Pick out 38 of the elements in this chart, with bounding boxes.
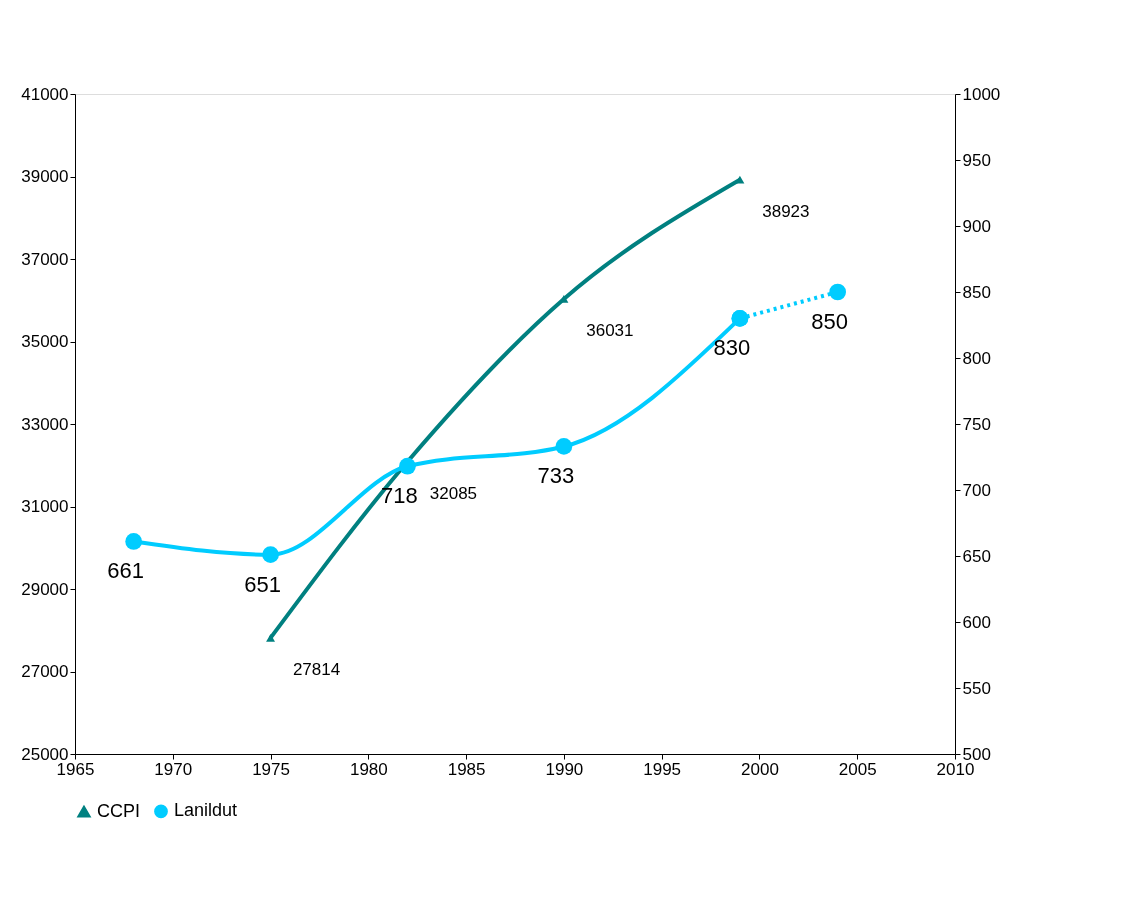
data-label: 27814 (292, 659, 341, 679)
data-label: 850 (811, 309, 849, 334)
y-tick-label: 35000 (21, 332, 69, 351)
data-label: 651 (244, 571, 281, 597)
y-tick-label: 31000 (21, 497, 69, 516)
y-tick-label: 33000 (21, 414, 69, 434)
x-tick-label: 1985 (447, 759, 486, 779)
y2-tick-label: 800 (962, 348, 991, 368)
y-tick-label: 29000 (21, 579, 69, 599)
y2-tick-label: 650 (962, 546, 991, 566)
y2-tick-label: 1000 (962, 84, 1001, 104)
y-tick-label: 41000 (21, 84, 69, 104)
x-tick-label: 1975 (252, 759, 290, 779)
data-label: 36031 (586, 320, 634, 340)
y-tick-label: 39000 (21, 167, 69, 186)
data-label: 38923 (762, 201, 810, 221)
data-label: 718 (381, 483, 418, 509)
y-tick-label: 37000 (21, 249, 69, 269)
legend-label: Lanildut (174, 800, 238, 821)
y2-tick-label: 950 (962, 150, 991, 170)
legend-label: CCPI (97, 800, 141, 821)
x-tick-label: 1980 (349, 759, 388, 779)
y2-tick-label: 700 (962, 480, 991, 500)
y2-tick-label: 750 (962, 414, 991, 434)
data-label: 661 (107, 558, 145, 584)
x-tick-label: 1995 (643, 759, 682, 779)
y2-tick-label: 900 (962, 216, 991, 236)
y-tick-label: 27000 (21, 662, 69, 681)
y2-tick-label: 600 (962, 612, 991, 632)
x-tick-label: 1990 (545, 759, 584, 779)
x-tick-label: 2005 (838, 759, 877, 779)
data-label: 830 (713, 335, 751, 361)
data-label: 733 (537, 463, 575, 489)
x-tick-label: 2000 (741, 759, 779, 779)
y2-tick-label: 850 (962, 282, 991, 302)
y2-tick-label: 550 (962, 678, 991, 698)
x-tick-label: 1970 (154, 759, 193, 779)
data-label: 32085 (429, 483, 478, 503)
